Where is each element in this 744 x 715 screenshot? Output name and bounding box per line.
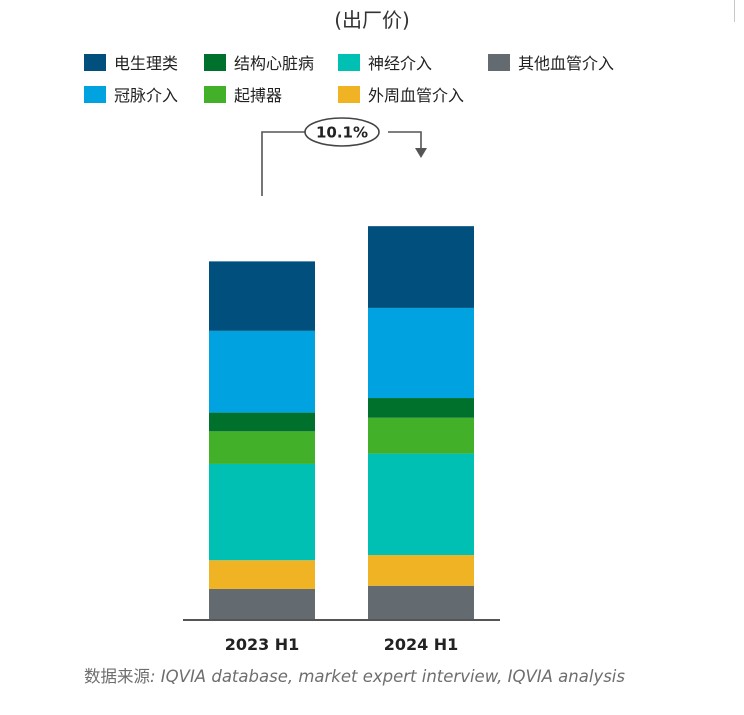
legend-label: 外周血管介入 bbox=[368, 86, 465, 105]
source-text: : IQVIA database, market expert intervie… bbox=[150, 667, 625, 686]
x-tick-label-2023: 2023 H1 bbox=[225, 635, 300, 654]
legend-label: 神经介入 bbox=[368, 54, 433, 73]
data-source-note: 数据来源: IQVIA database, market expert inte… bbox=[84, 663, 625, 687]
bar-segment-0-3 bbox=[209, 431, 315, 464]
legend-item-neuro-intervention: 神经介入 bbox=[338, 50, 432, 74]
bar-segment-1-1 bbox=[368, 555, 474, 586]
legend-swatch bbox=[204, 53, 226, 71]
bar-segment-0-1 bbox=[209, 560, 315, 589]
growth-connector-left bbox=[261, 131, 306, 196]
bar-segment-1-5 bbox=[368, 307, 474, 399]
legend-item-structural-heart: 结构心脏病 bbox=[204, 50, 314, 74]
legend-swatch bbox=[84, 85, 106, 103]
legend-item-coronary: 冠脉介入 bbox=[84, 82, 178, 106]
legend-label: 结构心脏病 bbox=[234, 54, 315, 73]
bar-segment-0-0 bbox=[209, 588, 315, 620]
growth-badge bbox=[304, 117, 380, 147]
legend-swatch bbox=[338, 85, 360, 103]
legend-item-other-vascular: 其他血管介入 bbox=[488, 50, 614, 74]
bar-segment-1-3 bbox=[368, 417, 474, 454]
chart-legend: 电生理类 结构心脏病 神经介入 其他血管介入 冠脉介入 起搏器 外周血管介入 bbox=[84, 50, 704, 110]
bar-segment-0-4 bbox=[209, 412, 315, 432]
source-label: 数据来源 bbox=[84, 667, 150, 686]
legend-item-electrophysiology: 电生理类 bbox=[84, 50, 178, 74]
bar-segment-0-5 bbox=[209, 330, 315, 413]
legend-item-pacemaker: 起搏器 bbox=[204, 82, 282, 106]
growth-connector-right bbox=[388, 131, 422, 150]
bar-segments bbox=[209, 226, 474, 620]
legend-label: 起搏器 bbox=[234, 86, 283, 105]
legend-label: 电生理类 bbox=[114, 54, 179, 73]
growth-arrowhead bbox=[415, 148, 427, 158]
legend-item-peripheral-vascular: 外周血管介入 bbox=[338, 82, 464, 106]
bar-segment-1-6 bbox=[368, 226, 474, 308]
growth-annotation: 10.1% bbox=[261, 117, 427, 196]
legend-label: 其他血管介入 bbox=[518, 54, 615, 73]
bar-segment-0-6 bbox=[209, 261, 315, 331]
frame-divider bbox=[734, 0, 735, 22]
bar-segment-1-2 bbox=[368, 453, 474, 556]
bar-segment-1-4 bbox=[368, 398, 474, 418]
bar-segment-0-2 bbox=[209, 463, 315, 561]
legend-swatch bbox=[488, 53, 510, 71]
legend-swatch bbox=[204, 85, 226, 103]
x-tick-label-2024: 2024 H1 bbox=[384, 635, 459, 654]
chart-subtitle: (出厂价) bbox=[334, 8, 410, 32]
growth-value: 10.1% bbox=[316, 124, 368, 142]
bar-segment-1-0 bbox=[368, 585, 474, 620]
legend-label: 冠脉介入 bbox=[114, 86, 179, 105]
legend-swatch bbox=[84, 53, 106, 71]
legend-swatch bbox=[338, 53, 360, 71]
